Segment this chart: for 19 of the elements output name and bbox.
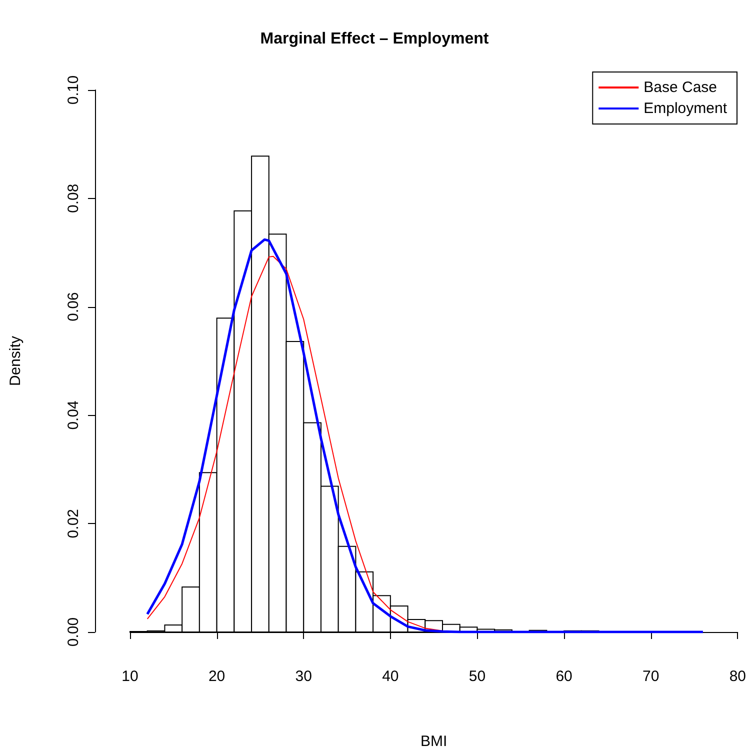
y-tick-label: 0.00 [65,617,82,647]
legend-label: Base Case [644,79,718,96]
y-axis-title: Density [7,336,24,386]
x-tick-label: 30 [295,668,312,685]
x-tick-label: 60 [556,668,572,685]
x-tick-label: 10 [122,668,138,685]
legend-label: Employment [644,100,728,117]
chart-title: Marginal Effect – Employment [260,30,490,48]
x-axis-title: BMI [420,733,448,750]
x-tick-label: 50 [468,668,486,685]
y-tick-label: 0.10 [65,75,82,105]
y-tick-label: 0.04 [65,400,82,430]
y-tick-label: 0.06 [65,292,82,322]
y-tick-label: 0.02 [65,509,82,538]
x-tick-label: 20 [208,668,226,685]
x-tick-label: 40 [382,668,399,685]
x-tick-label: 80 [729,668,746,685]
x-tick-label: 70 [642,668,660,685]
y-tick-label: 0.08 [65,184,82,213]
